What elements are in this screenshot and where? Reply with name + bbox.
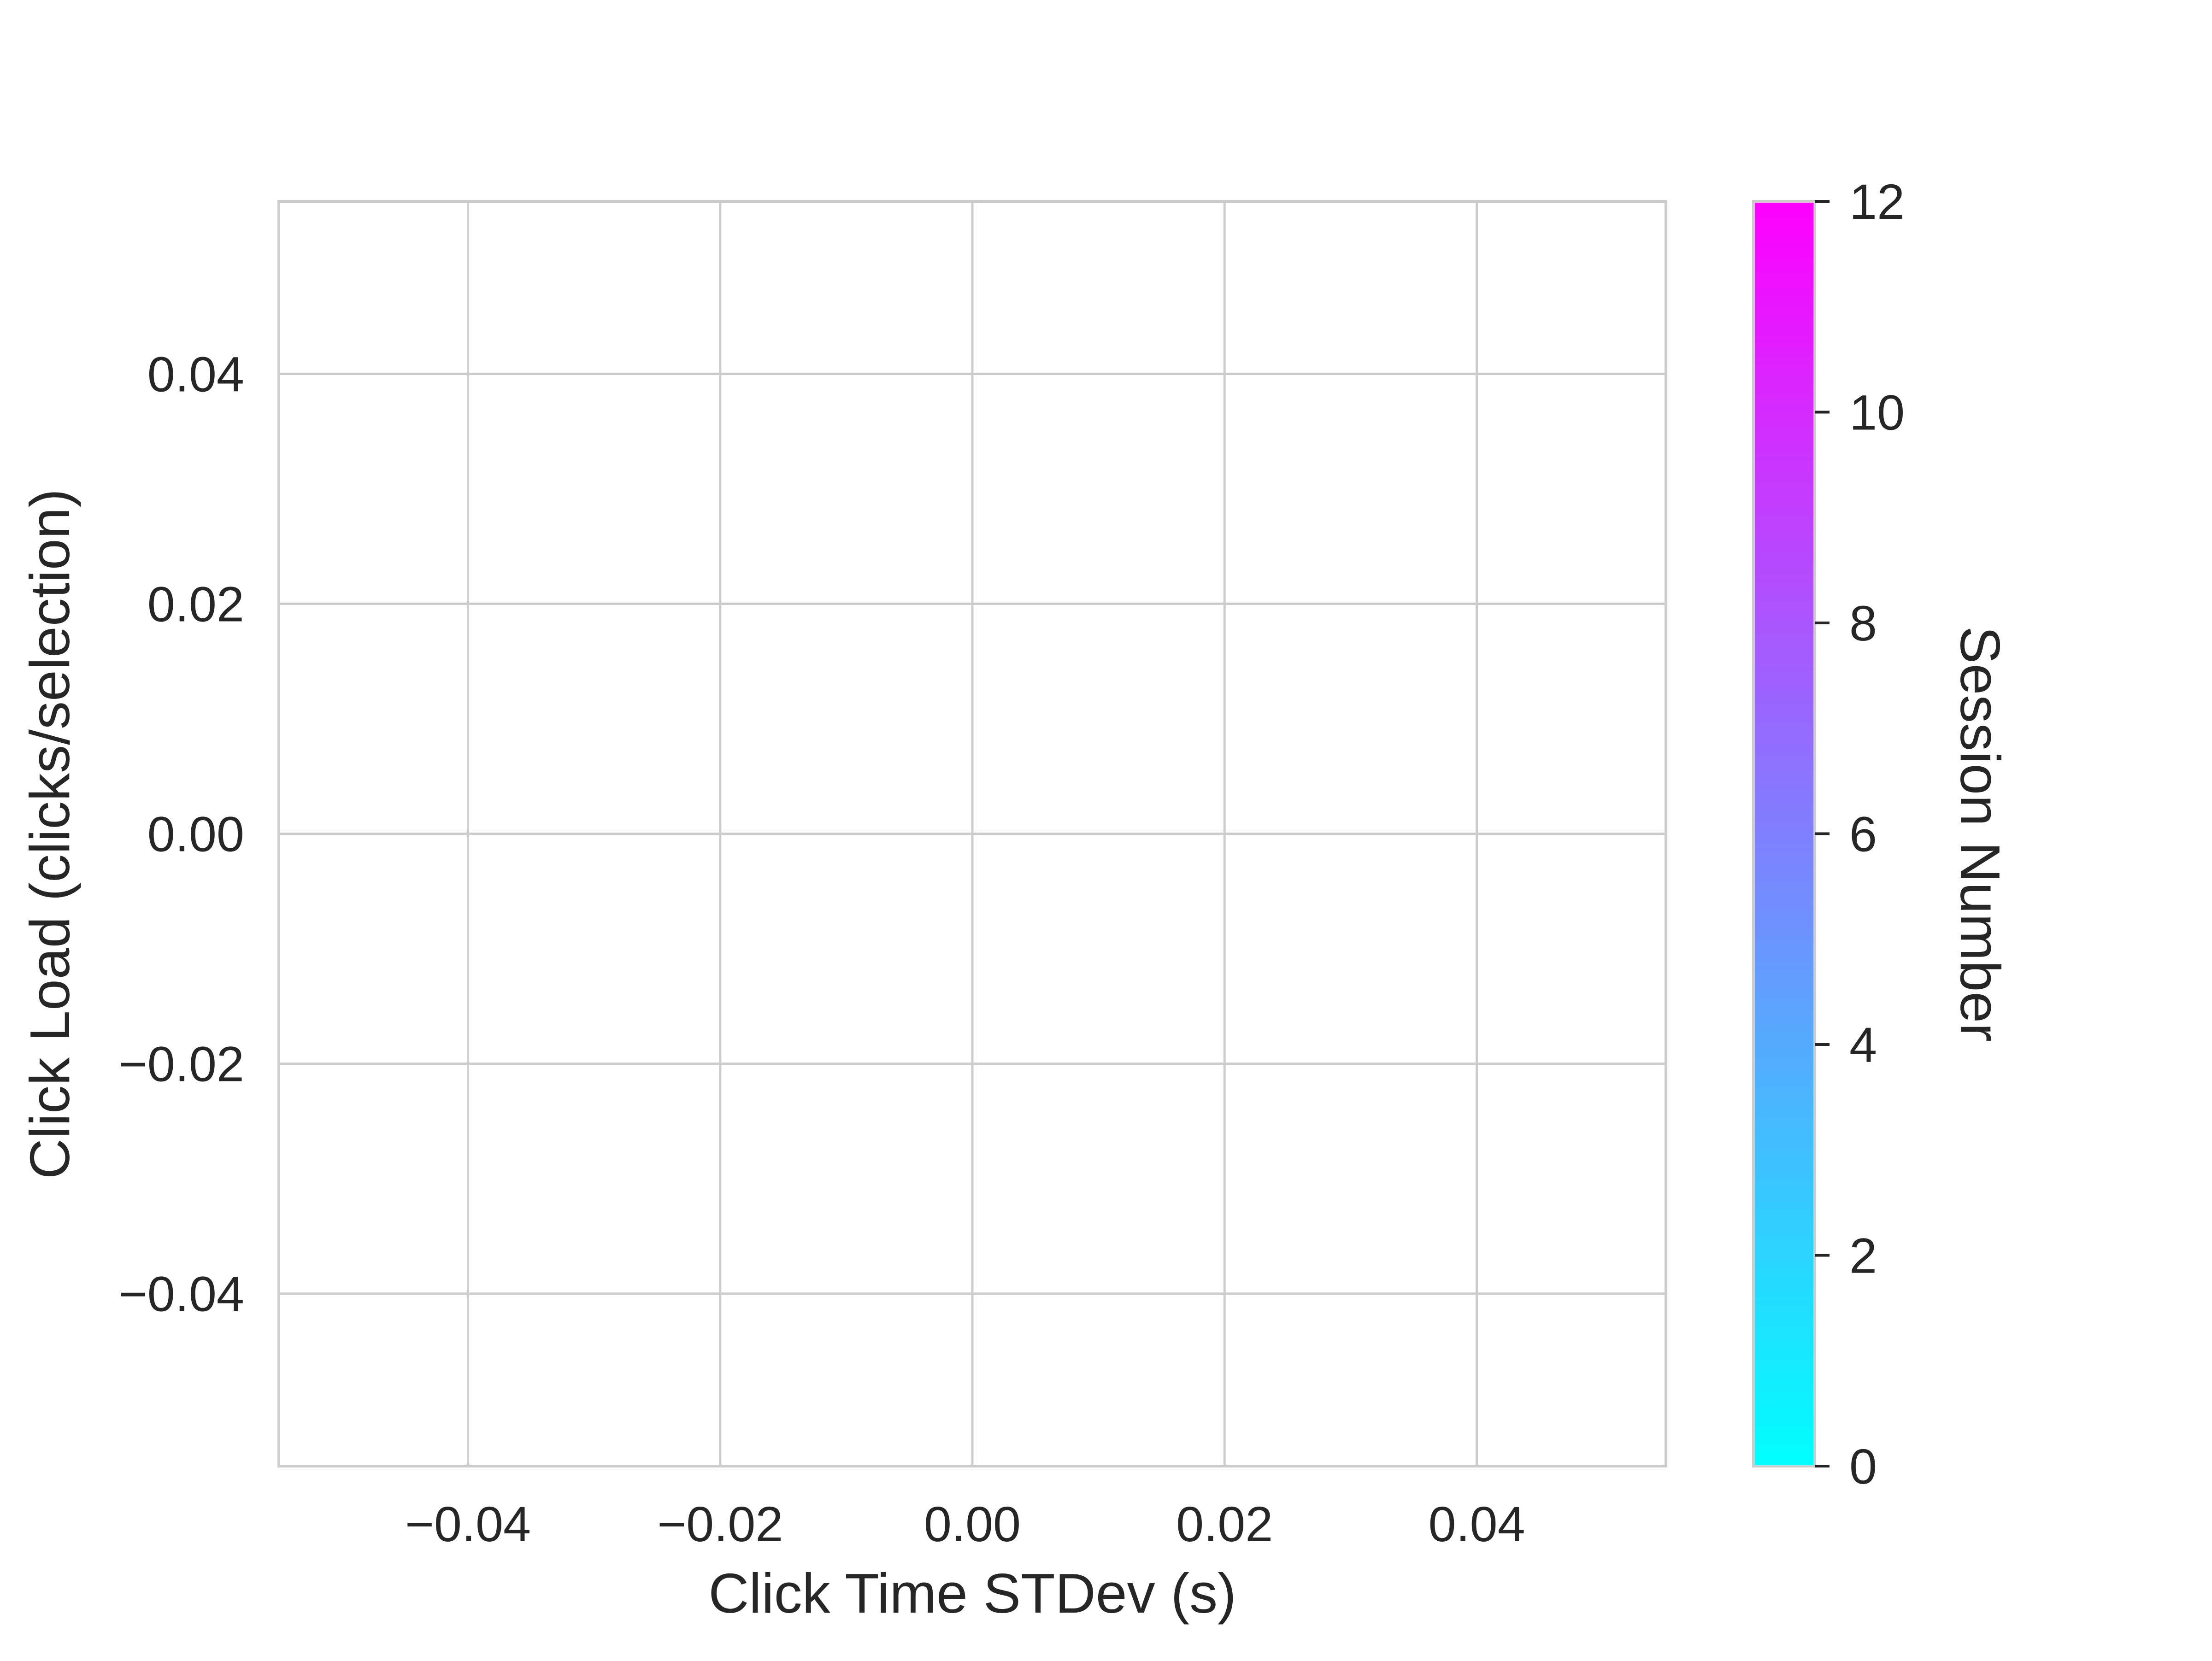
grid (279, 201, 1666, 1466)
x-tick-label: 0.00 (924, 1496, 1021, 1552)
y-tick-label: −0.02 (118, 1036, 244, 1092)
y-axis-ticks: 0.04 0.02 0.00 −0.02 −0.04 (118, 346, 244, 1321)
colorbar-tick-label: 2 (1849, 1228, 1877, 1284)
y-tick-label: 0.00 (147, 806, 244, 862)
colorbar-tick-label: 6 (1849, 806, 1877, 862)
y-tick-label: 0.02 (147, 576, 244, 632)
colorbar-tick-label: 8 (1849, 595, 1877, 651)
y-axis-label: Click Load (clicks/selection) (18, 489, 81, 1179)
x-tick-label: −0.02 (657, 1496, 783, 1552)
colorbar: 0 2 4 6 8 10 12 Session Number (1752, 174, 2012, 1494)
colorbar-tick-label: 10 (1849, 385, 1905, 440)
colorbar-tick-label: 12 (1849, 174, 1905, 229)
colorbar-label: Session Number (1949, 626, 2012, 1042)
x-axis-ticks: −0.04 −0.02 0.00 0.02 0.04 (405, 1496, 1525, 1552)
x-tick-label: 0.04 (1428, 1496, 1525, 1552)
x-tick-label: −0.04 (405, 1496, 531, 1552)
colorbar-tick-label: 4 (1849, 1017, 1877, 1073)
x-tick-label: 0.02 (1176, 1496, 1273, 1552)
y-tick-label: 0.04 (147, 346, 244, 402)
colorbar-gradient (1752, 200, 1816, 1467)
colorbar-ticks: 0 2 4 6 8 10 12 (1815, 174, 1905, 1494)
y-tick-label: −0.04 (118, 1266, 244, 1322)
plot-frame (277, 200, 1667, 1467)
x-axis-label: Click Time STDev (s) (708, 1562, 1236, 1625)
colorbar-tick-label: 0 (1849, 1438, 1877, 1494)
